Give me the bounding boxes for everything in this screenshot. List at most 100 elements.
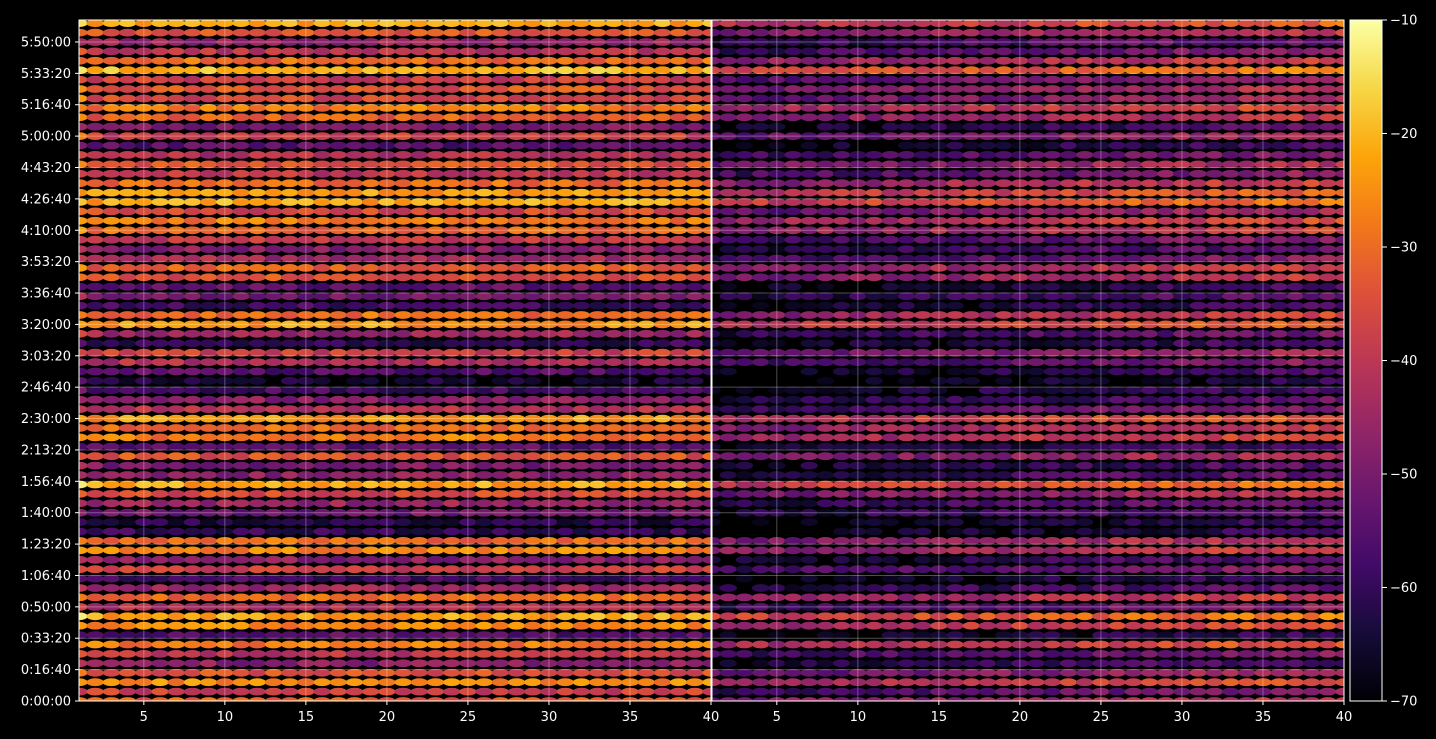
heatmap-cell bbox=[507, 518, 526, 526]
heatmap-cell bbox=[962, 405, 980, 413]
heatmap-cell bbox=[102, 94, 121, 103]
heatmap-cell bbox=[232, 47, 250, 56]
heatmap-cell bbox=[297, 169, 315, 178]
heatmap-cell bbox=[930, 386, 948, 395]
heatmap-cell bbox=[459, 593, 477, 602]
heatmap-cell bbox=[719, 113, 737, 122]
heatmap-cell bbox=[118, 659, 137, 668]
heatmap-cell bbox=[443, 687, 461, 696]
heatmap-cell bbox=[768, 188, 786, 197]
heatmap-cell bbox=[507, 377, 526, 385]
heatmap-cell bbox=[702, 122, 711, 131]
heatmap-cell bbox=[865, 405, 883, 413]
heatmap-cell bbox=[118, 386, 137, 395]
heatmap-cell bbox=[1027, 490, 1045, 498]
heatmap-cell bbox=[930, 320, 948, 329]
heatmap-cell bbox=[978, 141, 997, 150]
heatmap-cell bbox=[264, 56, 283, 65]
heatmap-cell bbox=[621, 38, 639, 46]
heatmap-cell bbox=[556, 226, 574, 235]
heatmap-cell bbox=[816, 640, 835, 649]
heatmap-cell bbox=[118, 527, 137, 536]
heatmap-cell bbox=[669, 593, 688, 602]
heatmap-cell bbox=[86, 188, 104, 197]
heatmap-cell bbox=[1157, 621, 1175, 630]
heatmap-cell bbox=[1108, 697, 1126, 701]
heatmap-cell bbox=[135, 104, 153, 112]
heatmap-cell bbox=[443, 329, 461, 338]
heatmap-cell bbox=[475, 235, 493, 244]
heatmap-cell bbox=[345, 424, 364, 432]
heatmap-cell bbox=[540, 461, 558, 470]
heatmap-cell bbox=[1108, 311, 1126, 319]
heatmap-cell bbox=[653, 640, 672, 649]
heatmap-cell bbox=[719, 47, 737, 56]
heatmap-cell bbox=[978, 38, 997, 46]
heatmap-cell bbox=[199, 216, 218, 225]
heatmap-cell bbox=[216, 254, 234, 263]
heatmap-cell bbox=[1124, 56, 1143, 65]
heatmap-cell bbox=[800, 113, 818, 122]
heatmap-cell bbox=[443, 555, 461, 564]
heatmap-cell bbox=[1076, 499, 1094, 508]
heatmap-cell bbox=[865, 151, 883, 159]
heatmap-cell bbox=[653, 527, 672, 536]
heatmap-cell bbox=[1108, 47, 1126, 56]
heatmap-cell bbox=[297, 584, 315, 592]
heatmap-cell bbox=[978, 499, 997, 508]
heatmap-cell bbox=[686, 377, 704, 385]
heatmap-cell bbox=[248, 66, 266, 75]
heatmap-cell bbox=[394, 612, 412, 621]
heatmap-cell bbox=[702, 405, 711, 413]
heatmap-cell bbox=[79, 282, 88, 291]
heatmap-cell bbox=[1140, 574, 1159, 583]
heatmap-cell bbox=[199, 358, 218, 366]
heatmap-cell bbox=[946, 179, 964, 188]
heatmap-cell bbox=[459, 461, 477, 470]
heatmap-cell bbox=[1124, 264, 1143, 272]
heatmap-cell bbox=[459, 66, 477, 75]
heatmap-cell bbox=[362, 329, 380, 338]
heatmap-cell bbox=[816, 282, 835, 291]
heatmap-cell bbox=[491, 358, 509, 366]
heatmap-cell bbox=[232, 56, 250, 65]
heatmap-cell bbox=[426, 358, 445, 366]
heatmap-cell bbox=[849, 584, 867, 592]
heatmap-cell bbox=[313, 565, 331, 574]
heatmap-cell bbox=[378, 508, 396, 517]
heatmap-cell bbox=[167, 104, 185, 112]
heatmap-cell bbox=[751, 151, 770, 159]
heatmap-cell bbox=[491, 113, 509, 122]
heatmap-cell bbox=[800, 414, 818, 423]
heatmap-cell bbox=[410, 245, 428, 254]
heatmap-cell bbox=[378, 20, 396, 27]
heatmap-cell bbox=[1027, 480, 1045, 489]
heatmap-cell bbox=[491, 668, 509, 677]
heatmap-cell bbox=[135, 659, 153, 668]
heatmap-cell bbox=[1108, 207, 1126, 216]
heatmap-cell bbox=[540, 424, 558, 432]
heatmap-cell bbox=[151, 537, 169, 545]
heatmap-cell bbox=[459, 348, 477, 357]
heatmap-cell bbox=[232, 603, 250, 611]
heatmap-cell bbox=[199, 47, 218, 56]
heatmap-cell bbox=[475, 75, 493, 84]
heatmap-cell bbox=[378, 169, 396, 178]
heatmap-cell bbox=[1092, 405, 1110, 413]
heatmap-cell bbox=[881, 160, 899, 169]
heatmap-cell bbox=[978, 20, 997, 27]
heatmap-cell bbox=[686, 122, 704, 131]
heatmap-cell bbox=[1124, 461, 1143, 470]
heatmap-cell bbox=[102, 612, 121, 621]
heatmap-cell bbox=[1140, 593, 1159, 602]
heatmap-cell bbox=[978, 527, 997, 536]
heatmap-cell bbox=[297, 104, 315, 112]
heatmap-cell bbox=[669, 38, 688, 46]
heatmap-cell bbox=[637, 527, 655, 536]
heatmap-cell bbox=[1092, 424, 1110, 432]
heatmap-cell bbox=[1092, 329, 1110, 338]
heatmap-cell bbox=[978, 405, 997, 413]
heatmap-cell bbox=[102, 188, 121, 197]
heatmap-cell bbox=[735, 188, 754, 197]
heatmap-cell bbox=[426, 480, 445, 489]
